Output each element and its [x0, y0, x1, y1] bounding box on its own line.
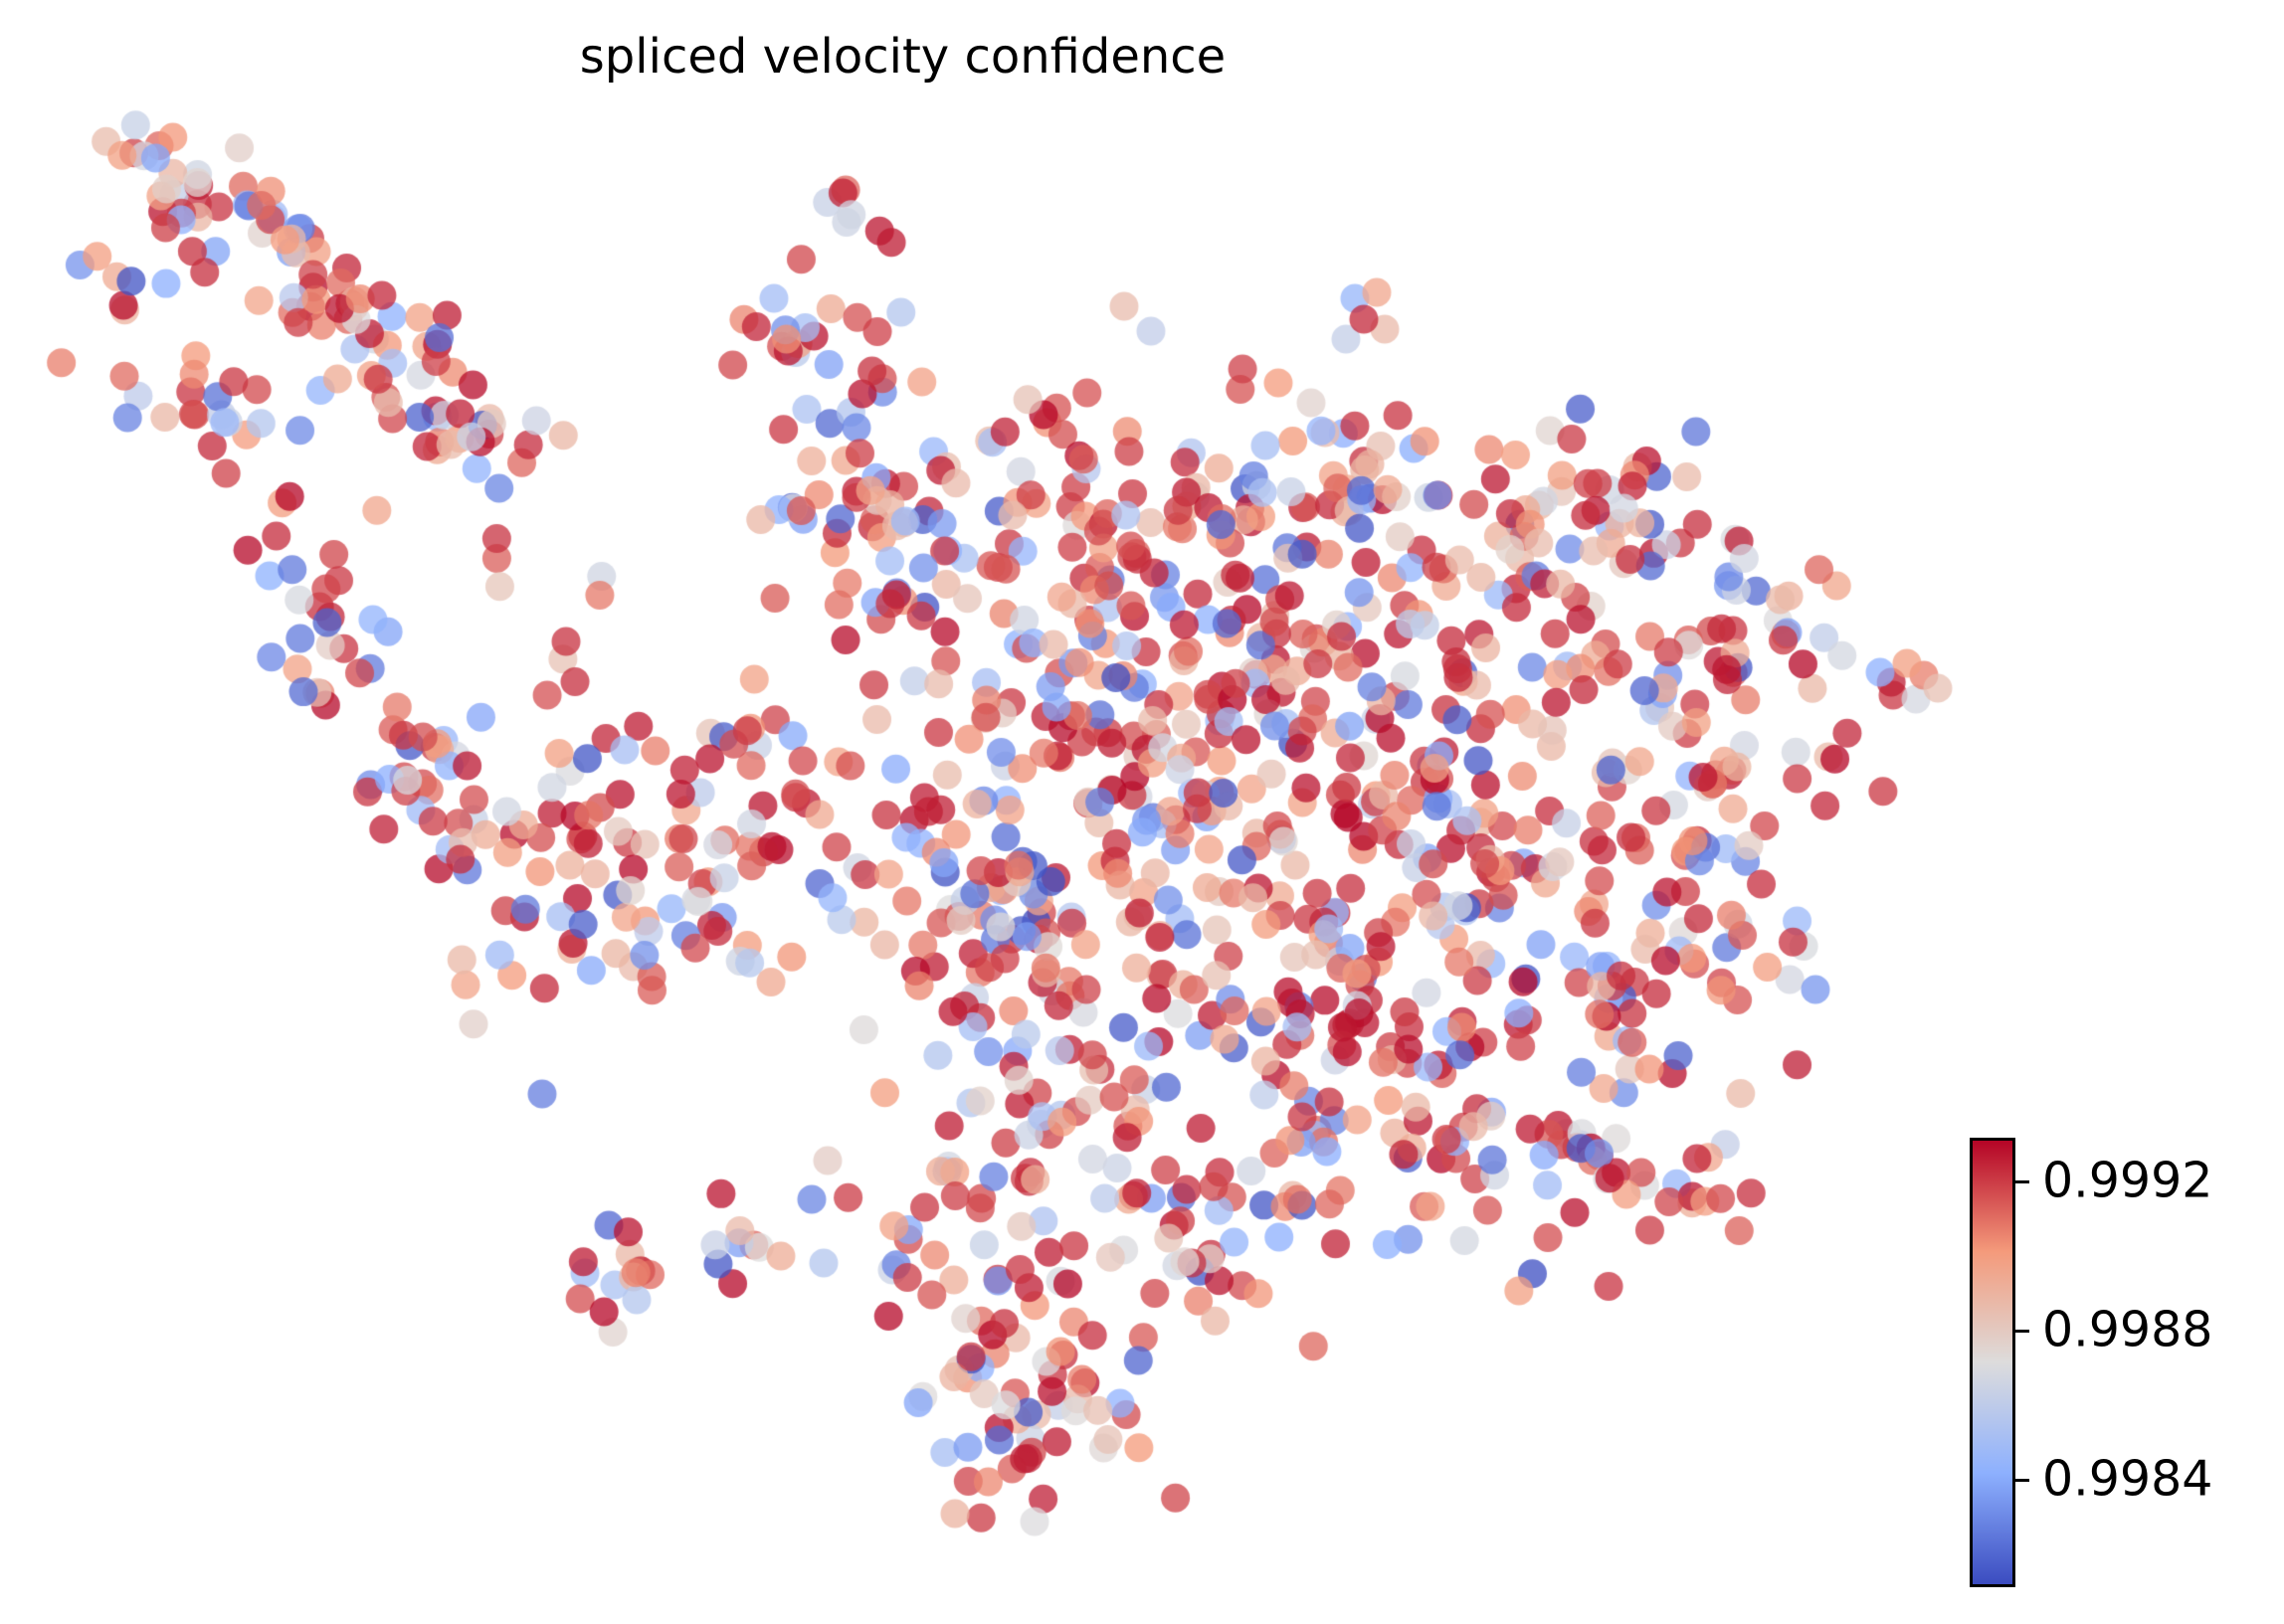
- colorbar: [1970, 1138, 2015, 1587]
- colorbar-tick-mark: [2015, 1179, 2029, 1183]
- colorbar-tick-mark: [2015, 1478, 2029, 1482]
- colorbar-tick-label: 0.9988: [2042, 1301, 2213, 1358]
- colorbar-tick-label: 0.9984: [2042, 1450, 2213, 1508]
- colorbar-tick-label: 0.9992: [2042, 1152, 2213, 1209]
- colorbar-tick-mark: [2015, 1329, 2029, 1333]
- plot-title: spliced velocity confidence: [579, 29, 1227, 85]
